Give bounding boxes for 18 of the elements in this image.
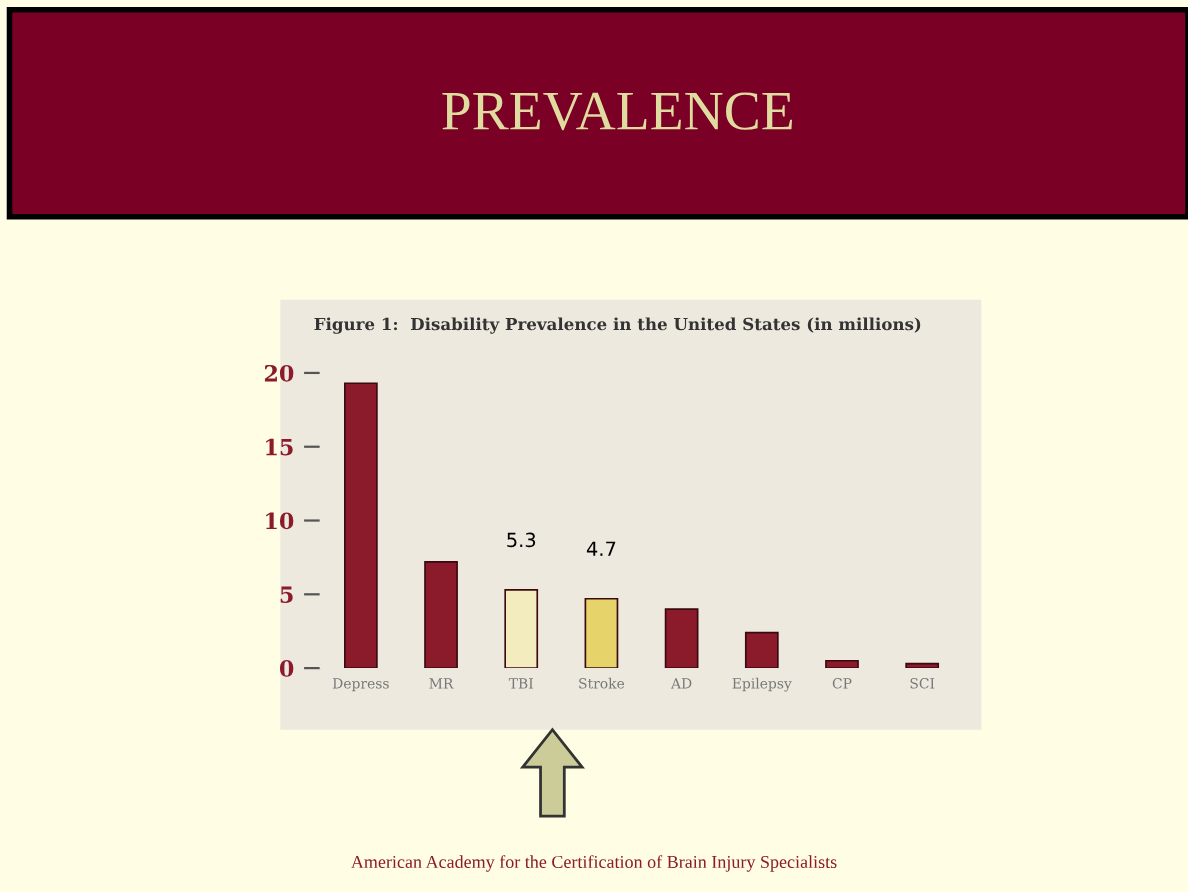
y-tick-label: 10 xyxy=(266,512,294,530)
y-tick-label: 5 xyxy=(280,586,293,604)
chart-title: PREVALENCE xyxy=(442,92,792,131)
y-tick-label: 0 xyxy=(279,660,294,677)
bar xyxy=(504,589,539,669)
text: American Academy for the Certification of Brain Injury Specialists xyxy=(351,855,837,872)
bar xyxy=(744,631,779,669)
data-label: 4.7 xyxy=(586,541,616,556)
bar xyxy=(905,662,940,669)
data-label: 5.3 xyxy=(507,532,536,548)
y-tick-label: 15 xyxy=(266,438,293,456)
bar xyxy=(424,561,458,669)
bar xyxy=(584,597,619,669)
bar xyxy=(343,382,378,669)
bar xyxy=(664,608,699,669)
y-tick-label: 20 xyxy=(264,364,294,382)
chart-subtitle: Figure 1: Disability Prevalence in the United States (in millions) xyxy=(314,317,921,334)
bar xyxy=(825,659,859,669)
